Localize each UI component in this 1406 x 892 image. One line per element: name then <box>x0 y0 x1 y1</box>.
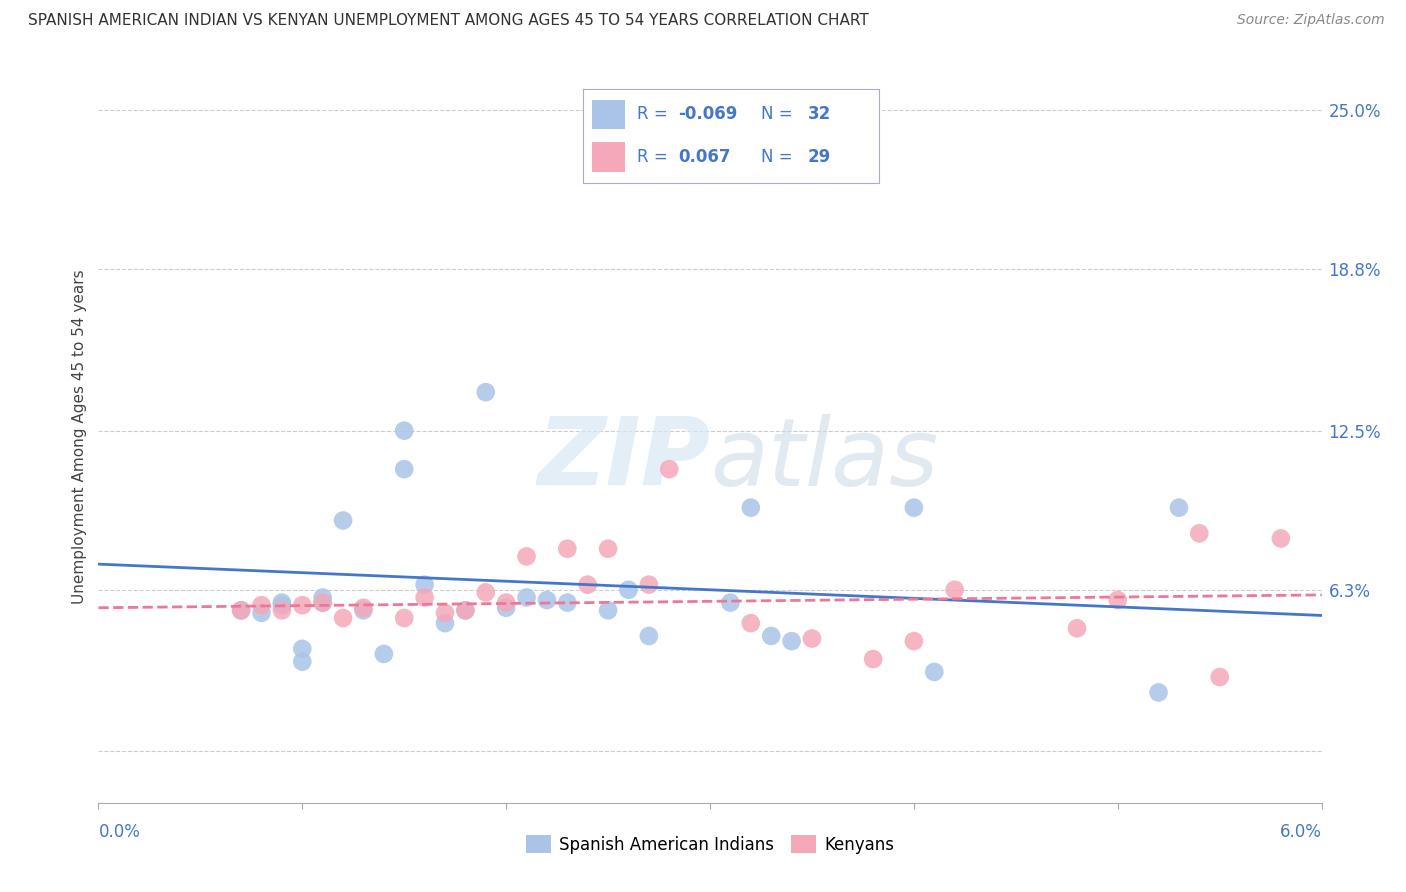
Point <box>516 549 538 564</box>
Text: 32: 32 <box>808 105 831 123</box>
Point <box>536 593 558 607</box>
Point <box>231 603 253 617</box>
Point <box>516 591 538 605</box>
Text: 6.0%: 6.0% <box>1279 823 1322 841</box>
Point <box>1208 670 1232 684</box>
Point <box>903 500 925 515</box>
Point <box>373 647 395 661</box>
Point <box>740 500 762 515</box>
Point <box>495 596 517 610</box>
Point <box>433 616 456 631</box>
Bar <box>592 100 624 129</box>
Point <box>454 603 477 617</box>
Point <box>474 385 498 400</box>
Point <box>1066 621 1088 635</box>
Point <box>454 603 477 617</box>
Text: -0.069: -0.069 <box>678 105 737 123</box>
Point <box>392 462 416 476</box>
Point <box>637 577 661 591</box>
Point <box>740 616 762 631</box>
Point <box>780 634 803 648</box>
Point <box>922 665 945 679</box>
Point <box>413 591 436 605</box>
Y-axis label: Unemployment Among Ages 45 to 54 years: Unemployment Among Ages 45 to 54 years <box>72 269 87 605</box>
Point <box>761 629 783 643</box>
Point <box>250 598 273 612</box>
Point <box>718 596 742 610</box>
Point <box>352 603 374 617</box>
Point <box>311 596 335 610</box>
Point <box>332 611 354 625</box>
Text: 0.0%: 0.0% <box>98 823 141 841</box>
Point <box>1188 526 1211 541</box>
Point <box>291 598 314 612</box>
Point <box>291 655 314 669</box>
Point <box>862 652 884 666</box>
Point <box>598 541 620 556</box>
Text: SPANISH AMERICAN INDIAN VS KENYAN UNEMPLOYMENT AMONG AGES 45 TO 54 YEARS CORRELA: SPANISH AMERICAN INDIAN VS KENYAN UNEMPL… <box>28 13 869 29</box>
Point <box>270 598 292 612</box>
Point <box>291 641 314 656</box>
Text: R =: R = <box>637 148 678 166</box>
Bar <box>592 142 624 171</box>
Point <box>231 603 253 617</box>
Point <box>392 611 416 625</box>
Point <box>250 606 273 620</box>
Point <box>903 634 925 648</box>
Legend: Spanish American Indians, Kenyans: Spanish American Indians, Kenyans <box>519 829 901 860</box>
Point <box>392 424 416 438</box>
Point <box>943 582 966 597</box>
Point <box>1167 500 1189 515</box>
Point <box>474 585 498 599</box>
Point <box>433 606 456 620</box>
Text: Source: ZipAtlas.com: Source: ZipAtlas.com <box>1237 13 1385 28</box>
Point <box>617 582 640 597</box>
Point <box>1107 593 1129 607</box>
Point <box>598 603 620 617</box>
Text: R =: R = <box>637 105 672 123</box>
Point <box>576 577 599 591</box>
Text: atlas: atlas <box>710 414 938 505</box>
Text: N =: N = <box>761 148 797 166</box>
Point <box>413 577 436 591</box>
Point <box>1270 532 1292 546</box>
Text: 0.067: 0.067 <box>678 148 731 166</box>
Point <box>637 629 661 643</box>
Point <box>555 596 579 610</box>
Text: N =: N = <box>761 105 797 123</box>
Point <box>1147 685 1170 699</box>
Point <box>555 541 579 556</box>
Point <box>311 591 335 605</box>
Text: ZIP: ZIP <box>537 413 710 505</box>
Text: 29: 29 <box>808 148 831 166</box>
Point <box>311 596 335 610</box>
Point <box>801 632 824 646</box>
Point <box>270 603 292 617</box>
Point <box>270 596 292 610</box>
Point <box>352 600 374 615</box>
Point <box>495 600 517 615</box>
Point <box>658 462 681 476</box>
Point <box>332 514 354 528</box>
